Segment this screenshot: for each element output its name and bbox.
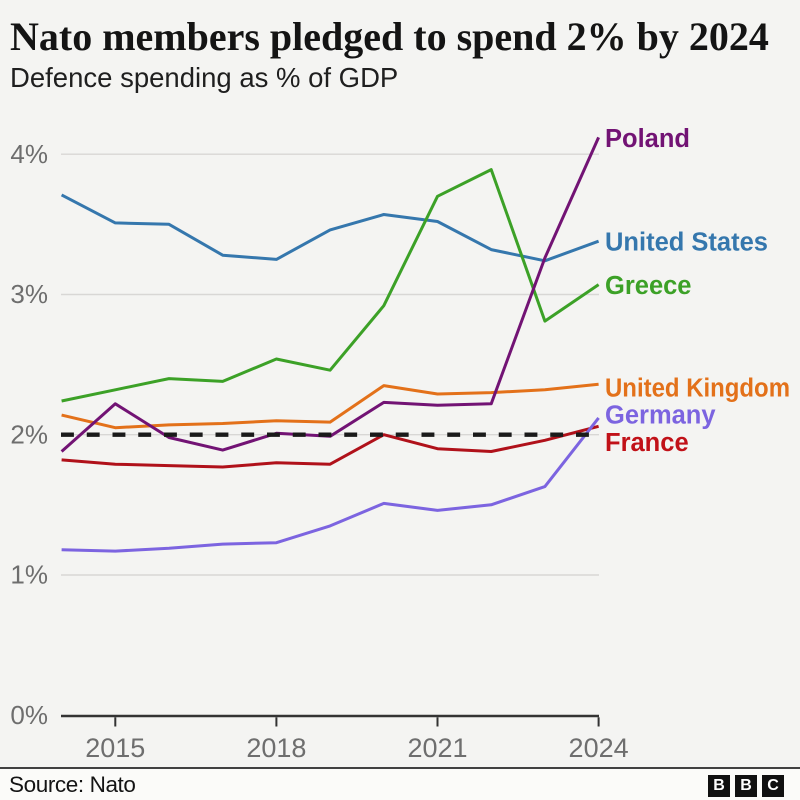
svg-text:United Kingdom: United Kingdom	[605, 375, 790, 403]
svg-text:2%: 2%	[10, 420, 48, 450]
svg-text:Germany: Germany	[605, 402, 716, 430]
svg-text:France: France	[605, 429, 689, 457]
svg-text:1%: 1%	[10, 560, 48, 590]
svg-text:2018: 2018	[246, 733, 306, 763]
svg-text:Poland: Poland	[605, 125, 690, 153]
svg-text:2024: 2024	[569, 733, 629, 763]
svg-text:0%: 0%	[10, 700, 48, 730]
svg-text:3%: 3%	[10, 279, 48, 309]
svg-text:Greece: Greece	[605, 272, 692, 300]
svg-text:2015: 2015	[85, 733, 145, 763]
svg-text:United States: United States	[605, 229, 768, 257]
svg-text:4%: 4%	[10, 139, 48, 169]
svg-text:2021: 2021	[407, 733, 467, 763]
